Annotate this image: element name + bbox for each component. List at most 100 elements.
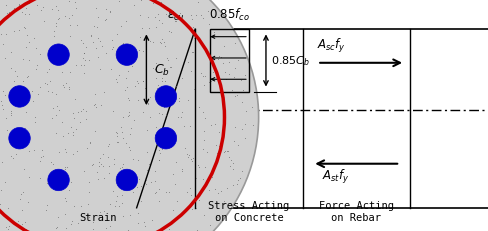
Point [223,149,231,153]
Point [17,197,24,201]
Point [113,131,121,135]
Point [158,38,165,42]
Point [20,26,28,30]
Point [135,49,143,52]
Point [187,193,195,197]
Point [241,123,249,127]
Point [66,35,74,39]
Point [85,180,93,184]
Point [52,93,60,97]
Point [43,204,51,207]
Point [19,223,26,226]
Point [121,88,129,92]
Point [67,222,75,226]
Point [59,61,66,64]
Point [221,149,228,153]
Point [89,41,97,45]
Point [31,116,39,120]
Point [162,191,169,194]
Point [93,171,101,174]
Ellipse shape [0,0,259,231]
Point [11,70,19,74]
Point [32,68,40,72]
Point [61,86,68,90]
Point [195,106,203,110]
Point [166,131,174,135]
Point [214,58,222,62]
Point [80,52,88,56]
Ellipse shape [116,170,138,191]
Point [205,81,213,84]
Point [188,160,196,164]
Ellipse shape [48,45,69,66]
Point [169,172,177,176]
Point [185,153,193,157]
Point [95,56,102,60]
Point [193,228,201,231]
Point [231,126,239,130]
Point [181,147,189,151]
Point [220,150,228,154]
Point [113,178,121,182]
Point [155,149,163,152]
Point [118,166,126,169]
Point [118,193,126,197]
Point [113,141,121,145]
Point [119,131,126,134]
Point [165,190,173,194]
Point [85,0,93,2]
Point [145,27,153,30]
Point [77,110,85,114]
Point [224,149,232,153]
Point [212,200,220,203]
Point [73,24,81,27]
Text: $A_{sc}f_y$: $A_{sc}f_y$ [317,36,346,54]
Point [19,190,27,194]
Point [105,164,113,168]
Point [82,46,90,49]
Point [188,207,196,211]
Point [13,152,20,156]
Point [85,215,93,219]
Point [161,80,168,84]
Point [25,41,33,44]
Point [129,191,137,195]
Point [105,172,113,175]
Point [134,99,142,102]
Point [102,18,109,22]
Point [156,188,163,191]
Point [72,128,80,131]
Point [52,22,60,26]
Point [151,180,159,183]
Text: $0.85C_b$: $0.85C_b$ [271,54,310,68]
Point [19,58,27,62]
Point [173,199,181,203]
Point [37,155,44,159]
Point [178,110,185,114]
Point [164,96,172,100]
Point [220,202,227,206]
Point [129,157,137,161]
Point [0,108,7,112]
Point [6,230,14,231]
Point [119,214,126,218]
Point [165,66,173,70]
Point [68,14,76,17]
Point [220,199,228,203]
Point [62,226,70,230]
Text: $C_b$: $C_b$ [154,63,170,78]
Point [155,158,163,162]
Point [39,230,47,231]
Point [158,148,165,151]
Point [162,45,169,49]
Point [148,218,156,222]
Point [230,76,238,79]
Point [114,194,122,198]
Point [194,1,202,5]
Point [102,52,110,56]
Point [220,125,228,128]
Point [122,77,130,81]
Point [127,127,135,130]
Point [138,184,145,188]
Point [42,208,50,212]
